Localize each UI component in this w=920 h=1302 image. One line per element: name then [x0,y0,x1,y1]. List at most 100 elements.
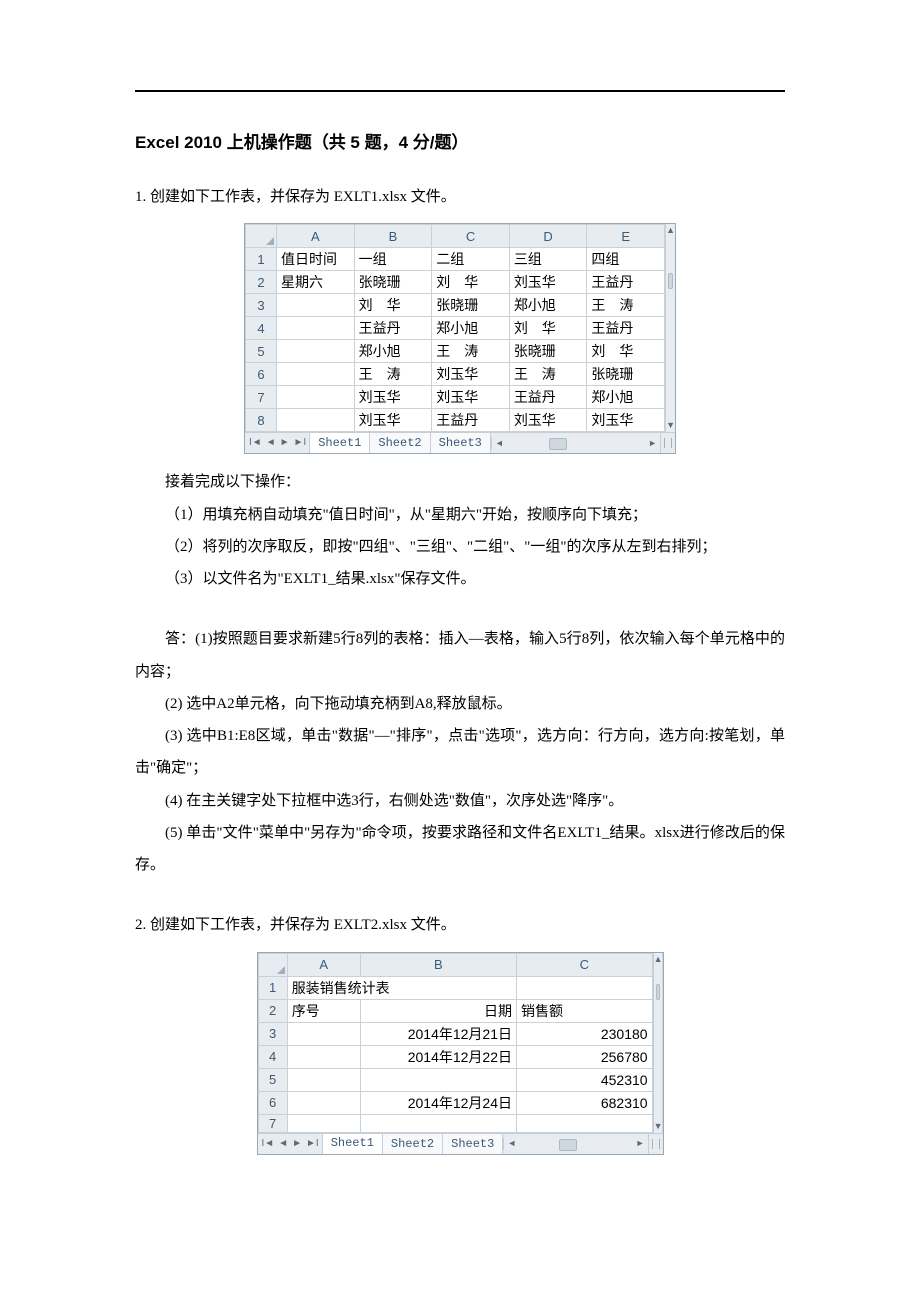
col-header-e[interactable]: E [587,225,665,248]
cell[interactable] [360,1068,516,1091]
cell[interactable] [277,317,355,340]
cell[interactable]: 230180 [517,1022,653,1045]
cell[interactable]: 日期 [360,999,516,1022]
cell[interactable]: 王益丹 [432,409,510,432]
vscroll-thumb[interactable] [668,273,673,289]
vscroll-track[interactable] [654,966,663,1120]
hscroll-thumb[interactable] [549,438,567,450]
resize-handle[interactable] [648,1134,663,1154]
cell[interactable]: 三组 [509,248,587,271]
col-header-a[interactable]: A [287,953,360,976]
last-tab-icon[interactable]: ►I [292,433,309,453]
col-header-d[interactable]: D [509,225,587,248]
cell[interactable] [277,363,355,386]
cell[interactable]: 张晓珊 [354,271,432,294]
row-header[interactable]: 8 [246,409,277,432]
cell[interactable] [277,409,355,432]
cell[interactable]: 刘玉华 [432,363,510,386]
sheet-tab-3[interactable]: Sheet3 [442,1134,503,1154]
row-header[interactable]: 3 [246,294,277,317]
next-tab-icon[interactable]: ► [278,433,292,453]
cell[interactable] [277,386,355,409]
prev-tab-icon[interactable]: ◄ [264,433,278,453]
scroll-right-icon[interactable]: ► [633,1139,648,1148]
row-header[interactable]: 7 [246,386,277,409]
row-header[interactable]: 7 [258,1114,287,1132]
cell[interactable]: 刘 华 [587,340,665,363]
row-header[interactable]: 4 [246,317,277,340]
cell[interactable]: 王 涛 [354,363,432,386]
cell[interactable]: 刘 华 [509,317,587,340]
cell[interactable]: 2014年12月21日 [360,1022,516,1045]
row-header[interactable]: 4 [258,1045,287,1068]
cell[interactable]: 刘玉华 [509,271,587,294]
q1-vscrollbar[interactable]: ▲ ▼ [665,224,675,432]
cell[interactable] [517,1114,653,1132]
cell[interactable] [517,976,653,999]
cell[interactable]: 张晓珊 [509,340,587,363]
select-all-corner[interactable] [246,225,277,248]
col-header-b[interactable]: B [360,953,516,976]
cell[interactable]: 王益丹 [587,271,665,294]
cell[interactable]: 郑小旭 [354,340,432,363]
col-header-a[interactable]: A [277,225,355,248]
cell[interactable]: 刘 华 [432,271,510,294]
cell[interactable]: 王益丹 [509,386,587,409]
scroll-down-icon[interactable]: ▼ [666,419,675,432]
q1-hscrollbar[interactable]: ◄ ► [491,437,660,449]
scroll-up-icon[interactable]: ▲ [654,953,663,966]
cell[interactable]: 王 涛 [587,294,665,317]
col-header-b[interactable]: B [354,225,432,248]
cell[interactable]: 星期六 [277,271,355,294]
cell[interactable]: 销售额 [517,999,653,1022]
hscroll-track[interactable] [509,437,643,449]
hscroll-thumb[interactable] [559,1139,577,1151]
cell[interactable] [287,1091,360,1114]
cell[interactable]: 682310 [517,1091,653,1114]
cell[interactable] [287,1114,360,1132]
scroll-down-icon[interactable]: ▼ [654,1120,663,1133]
cell[interactable] [287,1068,360,1091]
scroll-left-icon[interactable]: ◄ [504,1139,519,1148]
cell[interactable] [287,1022,360,1045]
cell[interactable]: 值日时间 [277,248,355,271]
cell[interactable]: 刘 华 [354,294,432,317]
q2-vscrollbar[interactable]: ▲ ▼ [653,953,663,1133]
scroll-right-icon[interactable]: ► [645,439,660,448]
sheet-tab-1[interactable]: Sheet1 [322,1133,383,1154]
cell[interactable] [287,1045,360,1068]
cell[interactable] [277,340,355,363]
cell[interactable]: 郑小旭 [587,386,665,409]
next-tab-icon[interactable]: ► [290,1134,304,1154]
row-header[interactable]: 6 [258,1091,287,1114]
cell[interactable]: 一组 [354,248,432,271]
last-tab-icon[interactable]: ►I [304,1134,321,1154]
row-header[interactable]: 6 [246,363,277,386]
cell[interactable]: 二组 [432,248,510,271]
row-header[interactable]: 5 [258,1068,287,1091]
cell[interactable]: 2014年12月24日 [360,1091,516,1114]
cell[interactable]: 刘玉华 [354,386,432,409]
cell[interactable]: 452310 [517,1068,653,1091]
cell[interactable]: 郑小旭 [432,317,510,340]
hscroll-track[interactable] [521,1138,630,1150]
cell[interactable]: 郑小旭 [509,294,587,317]
tab-nav-buttons[interactable]: I◄ ◄ ► ►I [258,1134,323,1154]
sheet-tab-3[interactable]: Sheet3 [430,433,491,453]
cell[interactable]: 序号 [287,999,360,1022]
vscroll-thumb[interactable] [656,984,661,1000]
cell[interactable]: 王 涛 [432,340,510,363]
row-header[interactable]: 1 [258,976,287,999]
cell[interactable]: 刘玉华 [354,409,432,432]
cell[interactable]: 刘玉华 [509,409,587,432]
resize-handle[interactable] [660,433,675,453]
vscroll-track[interactable] [666,237,675,419]
cell[interactable]: 2014年12月22日 [360,1045,516,1068]
cell[interactable] [360,1114,516,1132]
cell[interactable]: 王益丹 [354,317,432,340]
q2-hscrollbar[interactable]: ◄ ► [503,1138,647,1150]
row-header[interactable]: 2 [246,271,277,294]
sheet-tab-2[interactable]: Sheet2 [382,1134,443,1154]
cell[interactable]: 张晓珊 [432,294,510,317]
cell[interactable]: 四组 [587,248,665,271]
